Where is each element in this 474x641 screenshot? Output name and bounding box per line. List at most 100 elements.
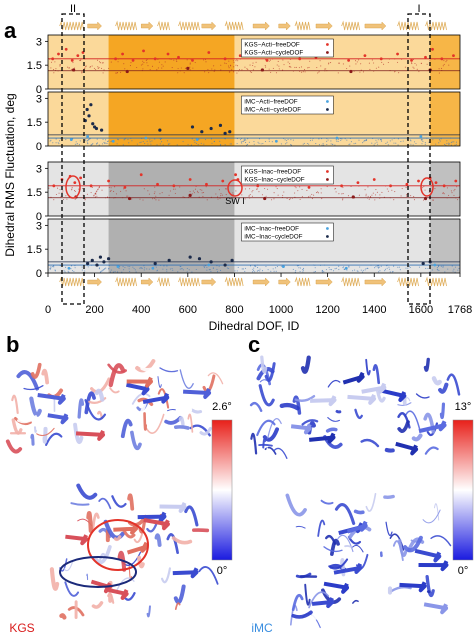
- imc-structure-view-1: [249, 355, 468, 459]
- noise-point: [78, 188, 80, 190]
- ribbon-segment: [259, 379, 267, 383]
- ribbon-segment: [403, 535, 423, 553]
- noise-point: [259, 268, 261, 270]
- noise-point: [284, 139, 286, 141]
- noise-point: [65, 139, 67, 141]
- noise-point: [191, 193, 193, 195]
- ribbon-segment: [103, 519, 125, 540]
- noise-point: [244, 66, 246, 68]
- noise-point: [100, 271, 102, 273]
- ribbon-segment: [336, 534, 354, 553]
- noise-point: [446, 140, 448, 142]
- noise-point: [102, 62, 104, 64]
- noise-point: [300, 66, 303, 68]
- noise-point: [186, 267, 188, 270]
- data-point: [167, 258, 171, 262]
- noise-point: [299, 70, 301, 72]
- noise-point: [292, 268, 294, 270]
- region-ii-box: [61, 13, 85, 305]
- noise-point: [442, 266, 444, 268]
- ribbon-segment: [266, 447, 272, 453]
- noise-point: [215, 193, 217, 195]
- noise-point: [131, 198, 133, 200]
- strand-arrow: [311, 597, 335, 609]
- strand-arrow: [423, 602, 449, 615]
- region-i-box: [407, 13, 431, 305]
- noise-point: [360, 63, 362, 65]
- noise-point: [443, 60, 445, 62]
- ribbon-segment: [190, 408, 203, 414]
- noise-point: [102, 138, 104, 140]
- panel-shaded-region: [108, 219, 235, 273]
- noise-point: [411, 63, 413, 65]
- noise-point: [395, 142, 397, 144]
- ribbon-segment: [166, 533, 179, 555]
- noise-point: [219, 140, 221, 142]
- noise-point: [256, 188, 258, 190]
- noise-point: [317, 191, 319, 193]
- noise-point: [142, 68, 144, 70]
- noise-point: [173, 188, 175, 190]
- helix-glyph: [425, 276, 447, 287]
- ribbon-segment: [207, 372, 224, 385]
- noise-point: [70, 68, 72, 70]
- noise-point: [346, 269, 348, 271]
- ribbon-segment: [430, 535, 452, 547]
- y-tick-label: 0: [36, 268, 42, 280]
- ribbon-segment: [98, 497, 112, 510]
- noise-point: [374, 142, 376, 144]
- ribbon-segment: [385, 521, 393, 537]
- noise-point: [314, 267, 316, 269]
- noise-point: [64, 271, 66, 273]
- noise-point: [96, 142, 98, 144]
- ribbon-segment: [431, 529, 439, 549]
- ribbon-segment: [294, 394, 316, 402]
- noise-point: [330, 269, 333, 271]
- noise-point: [58, 192, 60, 194]
- legend-marker: [326, 108, 329, 111]
- strand-arrow: [361, 382, 387, 394]
- noise-point: [299, 198, 301, 200]
- noise-point: [410, 139, 412, 141]
- ribbon-segment: [384, 447, 395, 453]
- noise-point: [342, 193, 344, 195]
- ribbon-segment: [154, 533, 162, 547]
- noise-point: [147, 143, 149, 145]
- noise-point: [104, 142, 106, 144]
- noise-point: [438, 68, 440, 70]
- noise-point: [454, 266, 456, 268]
- noise-point: [203, 59, 205, 61]
- ribbon-segment: [160, 567, 172, 584]
- noise-point: [438, 72, 440, 74]
- noise-point: [267, 269, 269, 271]
- noise-point: [210, 270, 212, 272]
- noise-point: [438, 139, 441, 141]
- noise-point: [233, 62, 235, 64]
- noise-point: [224, 62, 226, 64]
- noise-point: [256, 270, 258, 272]
- ribbon-segment: [324, 514, 336, 530]
- noise-point: [306, 189, 308, 192]
- noise-point: [62, 199, 65, 201]
- ribbon-segment: [91, 601, 104, 609]
- noise-point: [101, 270, 103, 272]
- noise-point: [289, 63, 291, 65]
- data-point: [190, 125, 195, 129]
- noise-point: [123, 63, 125, 65]
- noise-point: [232, 60, 234, 62]
- noise-point: [74, 143, 76, 145]
- noise-point: [261, 270, 264, 272]
- noise-point: [385, 142, 387, 145]
- noise-point: [123, 188, 125, 190]
- x-axis-label: Dihedral DOF, ID: [209, 319, 300, 333]
- ribbon-segment: [96, 410, 104, 420]
- noise-point: [183, 72, 185, 74]
- noise-point: [130, 62, 132, 64]
- kgs-structure-view-2: [49, 483, 219, 620]
- strand-arrow: [37, 393, 66, 405]
- legend-box: [241, 222, 334, 242]
- ribbon-segment: [334, 503, 356, 525]
- noise-point: [366, 139, 368, 142]
- strand-arrow: [418, 560, 449, 572]
- noise-point: [425, 267, 427, 269]
